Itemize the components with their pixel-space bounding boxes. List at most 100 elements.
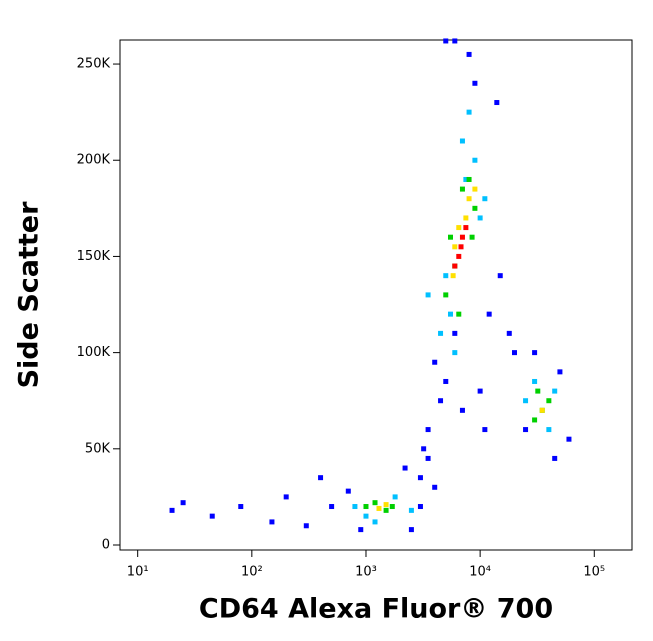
point — [376, 505, 382, 511]
point — [511, 350, 517, 356]
point — [238, 504, 244, 510]
point — [456, 253, 462, 259]
y-tick-label: 150K — [77, 249, 111, 264]
x-tick-label: 10⁵ — [583, 565, 605, 580]
point — [408, 507, 414, 513]
point — [466, 51, 472, 57]
point — [539, 407, 545, 413]
point — [447, 234, 453, 240]
point — [447, 311, 453, 317]
point — [459, 407, 465, 413]
point — [425, 427, 431, 433]
y-tick-label: 50K — [85, 441, 111, 456]
point — [417, 475, 423, 481]
y-tick-label: 200K — [77, 153, 111, 168]
point — [318, 475, 324, 481]
point — [477, 388, 483, 394]
x-axis-label: CD64 Alexa Fluor® 700 — [199, 594, 553, 625]
point — [303, 523, 309, 529]
point — [345, 488, 351, 494]
point — [458, 244, 464, 250]
point — [482, 427, 488, 433]
point — [459, 138, 465, 144]
point — [358, 527, 364, 533]
point — [169, 507, 175, 513]
point — [472, 80, 478, 86]
point — [456, 311, 462, 317]
point — [494, 100, 500, 106]
point — [552, 388, 558, 394]
point — [486, 311, 492, 317]
plot-frame — [119, 39, 633, 551]
point — [408, 527, 414, 533]
point — [438, 398, 444, 404]
point — [452, 330, 458, 336]
point — [329, 504, 335, 510]
point — [283, 494, 289, 500]
point — [466, 196, 472, 202]
y-tick-label: 100K — [77, 345, 111, 360]
point — [363, 513, 369, 519]
point — [459, 186, 465, 192]
point — [180, 500, 186, 506]
point — [463, 176, 469, 182]
point — [452, 350, 458, 356]
point — [472, 157, 478, 163]
point — [392, 494, 398, 500]
point — [552, 455, 558, 461]
point — [402, 465, 408, 471]
point — [452, 263, 458, 269]
point — [383, 502, 389, 508]
x-tick-label: 10¹ — [127, 565, 149, 580]
point — [452, 38, 458, 44]
point — [523, 398, 529, 404]
point — [443, 378, 449, 384]
point — [432, 484, 438, 490]
point — [523, 427, 529, 433]
point — [443, 292, 449, 298]
point — [269, 519, 275, 525]
x-tick-label: 10⁴ — [469, 565, 491, 580]
point — [546, 398, 552, 404]
point — [459, 234, 465, 240]
point — [535, 388, 541, 394]
point — [425, 292, 431, 298]
y-axis-label: Side Scatter — [14, 201, 45, 389]
point — [456, 225, 462, 231]
point — [372, 519, 378, 525]
x-tick-label: 10² — [241, 565, 263, 580]
point — [532, 378, 538, 384]
point — [450, 273, 456, 279]
point — [566, 436, 572, 442]
point — [452, 244, 458, 250]
y-tick-label: 0 — [102, 537, 110, 552]
point — [472, 205, 478, 211]
point — [432, 359, 438, 365]
point — [497, 273, 503, 279]
point — [557, 369, 563, 375]
point — [352, 504, 358, 510]
point — [425, 455, 431, 461]
point — [532, 417, 538, 423]
point — [383, 507, 389, 513]
point — [466, 109, 472, 115]
point — [463, 215, 469, 221]
point — [477, 215, 483, 221]
point — [466, 176, 472, 182]
point — [506, 330, 512, 336]
point — [443, 38, 449, 44]
x-tick-label: 10³ — [355, 565, 377, 580]
point — [472, 186, 478, 192]
point — [438, 330, 444, 336]
point — [532, 350, 538, 356]
point — [421, 446, 427, 452]
point — [469, 234, 475, 240]
point — [482, 196, 488, 202]
point — [209, 513, 215, 519]
point — [389, 504, 395, 510]
point — [417, 504, 423, 510]
y-tick-label: 250K — [77, 57, 111, 72]
point — [443, 273, 449, 279]
point — [372, 500, 378, 506]
